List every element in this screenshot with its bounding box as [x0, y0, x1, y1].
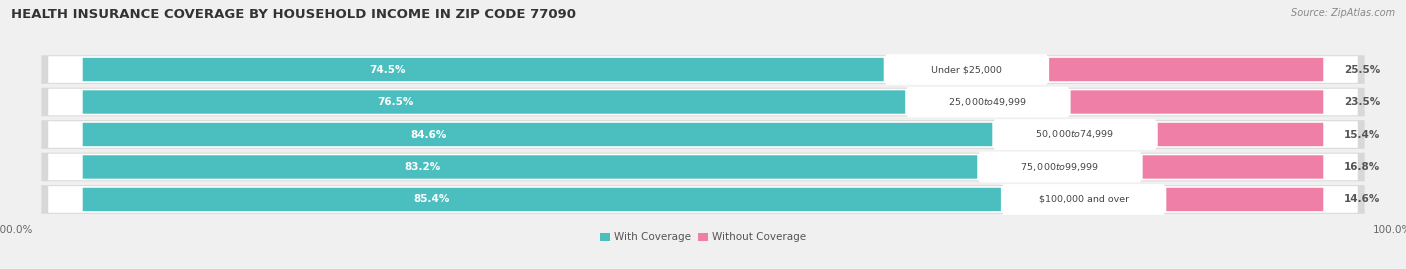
FancyBboxPatch shape	[1157, 123, 1323, 146]
Text: 85.4%: 85.4%	[413, 194, 450, 204]
Text: $75,000 to $99,999: $75,000 to $99,999	[1021, 161, 1099, 173]
FancyBboxPatch shape	[83, 90, 905, 114]
FancyBboxPatch shape	[48, 186, 1358, 213]
FancyBboxPatch shape	[48, 56, 1358, 83]
Text: 14.6%: 14.6%	[1344, 194, 1381, 204]
FancyBboxPatch shape	[41, 88, 1365, 116]
Text: $50,000 to $74,999: $50,000 to $74,999	[1035, 129, 1115, 140]
Text: $25,000 to $49,999: $25,000 to $49,999	[948, 96, 1028, 108]
FancyBboxPatch shape	[1070, 90, 1323, 114]
FancyBboxPatch shape	[83, 155, 977, 179]
FancyBboxPatch shape	[48, 154, 1358, 180]
FancyBboxPatch shape	[83, 188, 1001, 211]
FancyBboxPatch shape	[41, 153, 1365, 181]
Text: HEALTH INSURANCE COVERAGE BY HOUSEHOLD INCOME IN ZIP CODE 77090: HEALTH INSURANCE COVERAGE BY HOUSEHOLD I…	[11, 8, 576, 21]
Text: 74.5%: 74.5%	[368, 65, 405, 75]
FancyBboxPatch shape	[41, 55, 1365, 84]
Text: 83.2%: 83.2%	[405, 162, 440, 172]
FancyBboxPatch shape	[994, 119, 1156, 150]
FancyBboxPatch shape	[886, 54, 1047, 85]
FancyBboxPatch shape	[48, 121, 1358, 148]
Text: 16.8%: 16.8%	[1344, 162, 1381, 172]
Text: Source: ZipAtlas.com: Source: ZipAtlas.com	[1291, 8, 1395, 18]
FancyBboxPatch shape	[907, 87, 1069, 117]
Text: 15.4%: 15.4%	[1344, 129, 1381, 140]
FancyBboxPatch shape	[83, 123, 993, 146]
Text: 23.5%: 23.5%	[1344, 97, 1381, 107]
Legend: With Coverage, Without Coverage: With Coverage, Without Coverage	[596, 228, 810, 246]
FancyBboxPatch shape	[1143, 155, 1323, 179]
FancyBboxPatch shape	[1002, 184, 1166, 215]
FancyBboxPatch shape	[41, 120, 1365, 149]
Text: Under $25,000: Under $25,000	[931, 65, 1002, 74]
FancyBboxPatch shape	[41, 185, 1365, 214]
Text: 25.5%: 25.5%	[1344, 65, 1381, 75]
Text: $100,000 and over: $100,000 and over	[1039, 195, 1129, 204]
FancyBboxPatch shape	[1167, 188, 1323, 211]
FancyBboxPatch shape	[1049, 58, 1323, 81]
Text: 76.5%: 76.5%	[377, 97, 413, 107]
FancyBboxPatch shape	[48, 89, 1358, 115]
Text: 84.6%: 84.6%	[411, 129, 447, 140]
FancyBboxPatch shape	[83, 58, 884, 81]
FancyBboxPatch shape	[979, 152, 1142, 182]
